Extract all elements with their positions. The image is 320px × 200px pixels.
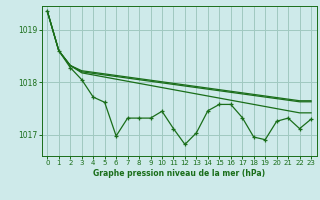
X-axis label: Graphe pression niveau de la mer (hPa): Graphe pression niveau de la mer (hPa) <box>93 169 265 178</box>
